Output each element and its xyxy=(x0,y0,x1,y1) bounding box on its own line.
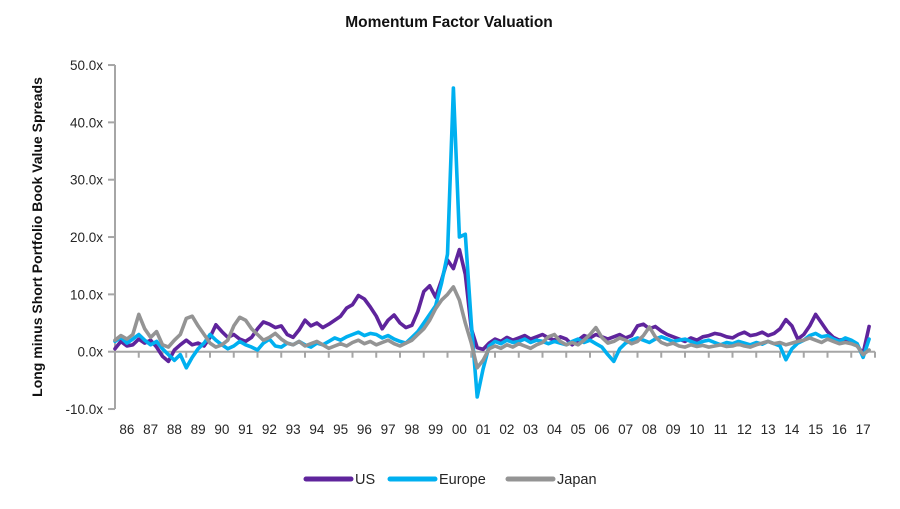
x-tick-label: 12 xyxy=(737,422,752,437)
x-tick-label: 01 xyxy=(476,422,491,437)
x-tick-label: 90 xyxy=(214,422,229,437)
legend-label: US xyxy=(355,472,375,488)
x-tick-label: 00 xyxy=(452,422,467,437)
x-tick-label: 88 xyxy=(167,422,182,437)
x-tick-label: 14 xyxy=(784,422,800,437)
x-tick-label: 17 xyxy=(856,422,871,437)
series-lines xyxy=(113,86,871,399)
y-tick-label: 0.0x xyxy=(77,345,103,360)
x-tick-label: 89 xyxy=(191,422,206,437)
x-tick-label: 10 xyxy=(689,422,704,437)
x-tick-label: 06 xyxy=(594,422,609,437)
chart-legend: US Europe Japan xyxy=(303,472,597,488)
x-tick-label: 04 xyxy=(547,422,563,437)
y-tick-label: -10.0x xyxy=(65,402,103,417)
x-tick-label: 94 xyxy=(309,422,325,437)
legend-label: Japan xyxy=(557,472,597,488)
x-tick-label: 11 xyxy=(714,422,728,437)
x-tick-label: 93 xyxy=(286,422,301,437)
y-tick-label: 40.0x xyxy=(70,115,103,130)
x-tick-label: 98 xyxy=(404,422,419,437)
series-line-japan xyxy=(113,285,871,370)
y-axis-title: Long minus Short Portfolio Book Value Sp… xyxy=(29,77,45,397)
series-line-us xyxy=(113,247,871,364)
x-tick-label: 09 xyxy=(666,422,681,437)
legend-item-japan: Japan xyxy=(505,472,597,488)
y-tick-label: 20.0x xyxy=(70,230,103,245)
x-tick-label: 16 xyxy=(832,422,847,437)
x-tick-label: 02 xyxy=(499,422,514,437)
x-tick-label: 95 xyxy=(333,422,348,437)
x-tick-label: 92 xyxy=(262,422,277,437)
y-tick-label: 50.0x xyxy=(70,58,103,73)
x-tick-label: 15 xyxy=(808,422,823,437)
x-tick-label: 07 xyxy=(618,422,633,437)
x-tick-label: 13 xyxy=(761,422,776,437)
series-line-europe xyxy=(113,86,871,399)
x-tick-label: 97 xyxy=(381,422,396,437)
x-tick-label: 03 xyxy=(523,422,538,437)
x-tick-label: 96 xyxy=(357,422,372,437)
y-axis-tick-labels: 50.0x 40.0x 30.0x 20.0x 10.0x 0.0x -10.0x xyxy=(65,58,103,417)
x-tick-label: 86 xyxy=(119,422,134,437)
y-tick-label: 30.0x xyxy=(70,173,103,188)
x-tick-label: 87 xyxy=(143,422,158,437)
x-tick-label: 05 xyxy=(571,422,586,437)
x-tick-label: 08 xyxy=(642,422,657,437)
x-tick-label: 91 xyxy=(238,422,253,437)
legend-item-europe: Europe xyxy=(387,472,486,488)
legend-label: Europe xyxy=(439,472,486,488)
y-tick-label: 10.0x xyxy=(70,287,103,302)
chart-title: Momentum Factor Valuation xyxy=(345,14,553,31)
x-tick-label: 99 xyxy=(428,422,443,437)
axes xyxy=(108,64,876,411)
legend-item-us: US xyxy=(303,472,375,488)
x-axis-tick-labels: 86 87 88 89 90 91 92 93 94 95 96 97 98 99 00 01 02 03 04 05… xyxy=(119,422,870,437)
